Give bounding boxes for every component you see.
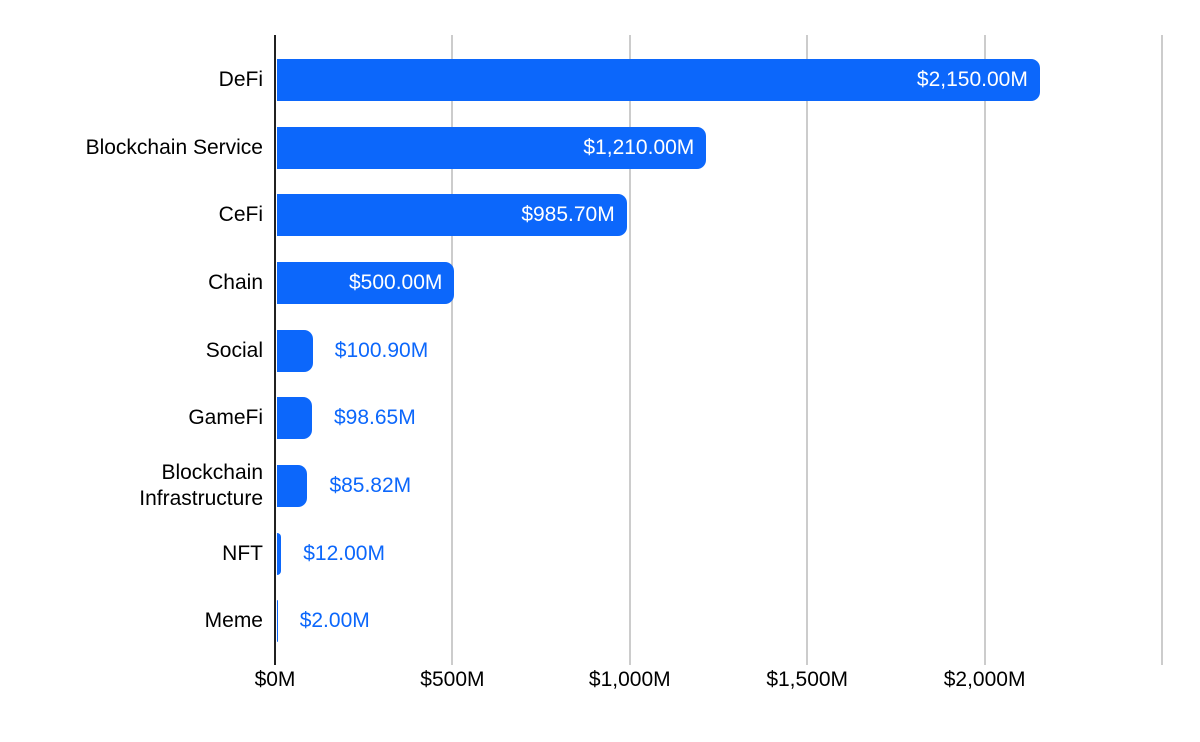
x-tick-label: $1,500M <box>766 668 849 691</box>
x-tick-label: $0M <box>254 668 296 691</box>
value-label: $2.00M <box>299 609 370 633</box>
chart-row: Chain $500.00M <box>0 249 1200 317</box>
bar <box>277 464 308 507</box>
bar <box>277 397 312 440</box>
chart-row: Blockchain Service $1,210.00M <box>0 114 1200 182</box>
value-label: $1,210.00M <box>583 135 695 159</box>
category-label: DeFi <box>218 67 263 91</box>
bar: $500.00M <box>277 261 455 304</box>
bar-track: $2.00M <box>277 587 1200 655</box>
plot-area <box>274 35 1163 665</box>
y-axis-line <box>274 35 276 665</box>
category-label: Blockchain Service <box>85 135 263 159</box>
bar <box>277 329 313 372</box>
value-label: $12.00M <box>303 541 385 565</box>
bar <box>277 532 282 575</box>
bar-track: $85.82M <box>277 452 1200 520</box>
chart-row: Social $100.90M <box>0 317 1200 385</box>
gridline <box>983 35 986 665</box>
bar-track: $2,150.00M <box>277 46 1200 114</box>
chart-rows: DeFi $2,150.00M Blockchain Service $1,210.0… <box>0 46 1200 655</box>
bar: $1,210.00M <box>277 126 707 169</box>
chart-row: NFT $12.00M <box>0 520 1200 588</box>
bar <box>277 600 278 643</box>
bar-track: $12.00M <box>277 520 1200 588</box>
value-label: $85.82M <box>329 473 412 497</box>
category-label: Blockchain Infrastructure <box>139 460 263 510</box>
bar: $2,150.00M <box>277 58 1040 101</box>
bar-track: $500.00M <box>277 249 1200 317</box>
bar-track: $1,210.00M <box>277 114 1200 182</box>
value-label: $98.65M <box>334 406 416 430</box>
bar-track: $98.65M <box>277 384 1200 452</box>
bar-track: $985.70M <box>277 181 1200 249</box>
x-tick-label: $1,000M <box>588 668 671 691</box>
chart-row: CeFi $985.70M <box>0 181 1200 249</box>
category-label: CeFi <box>218 203 263 227</box>
x-tick-label: $2,000M <box>943 668 1026 691</box>
category-label: GameFi <box>188 406 263 430</box>
value-label: $100.90M <box>334 338 429 362</box>
bar-track: $100.90M <box>277 317 1200 385</box>
value-label: $2,150.00M <box>916 67 1028 91</box>
category-label: Social <box>205 338 263 362</box>
category-label: Chain <box>208 270 263 294</box>
x-tick-label: $500M <box>420 668 485 691</box>
bar: $985.70M <box>277 194 627 237</box>
chart-row: DeFi $2,150.00M <box>0 46 1200 114</box>
category-label: Meme <box>204 609 263 633</box>
chart-row: GameFi $98.65M <box>0 384 1200 452</box>
chart-row: Meme $2.00M <box>0 587 1200 655</box>
gridline <box>806 35 809 665</box>
gridline <box>628 35 631 665</box>
category-label: NFT <box>222 541 263 565</box>
gridline <box>1161 35 1163 665</box>
gridline <box>451 35 454 665</box>
value-label: $985.70M <box>521 203 615 227</box>
chart-row: Blockchain Infrastructure $85.82M <box>0 452 1200 520</box>
value-label: $500.00M <box>348 270 443 294</box>
